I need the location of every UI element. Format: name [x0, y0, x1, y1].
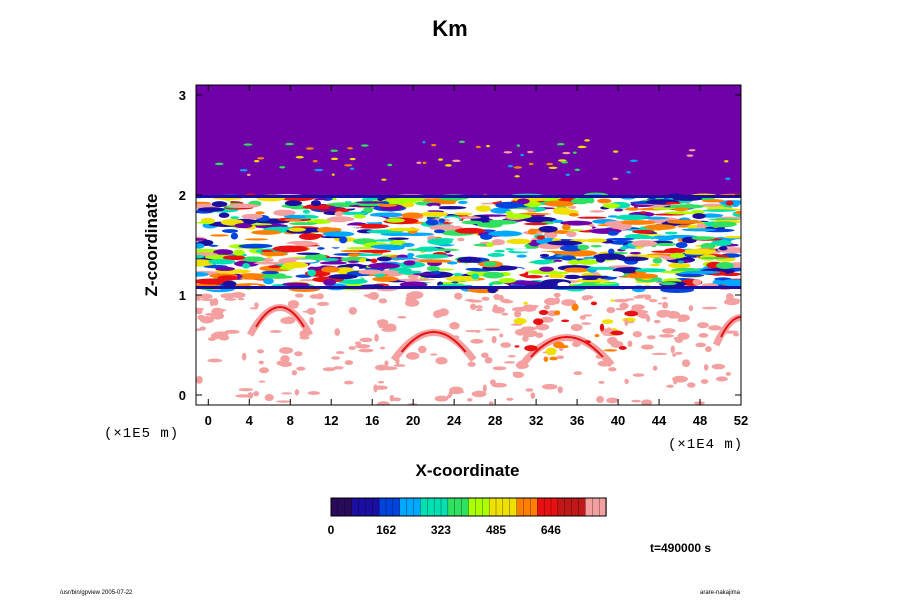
colorbar-cell — [365, 497, 373, 517]
x-tick-label: 12 — [324, 413, 338, 428]
colorbar-cell — [358, 497, 367, 517]
x-tick-label: 28 — [488, 413, 502, 428]
x-axis-label: X-coordinate — [415, 461, 520, 480]
colorbar-cell — [420, 497, 428, 517]
colorbar-cell — [330, 497, 339, 517]
colorbar-cell — [537, 497, 545, 517]
colorbar-cell — [571, 497, 580, 517]
x-tick-label: 16 — [365, 413, 379, 428]
x-tick-label: 24 — [447, 413, 462, 428]
colorbar-cell — [344, 497, 353, 517]
colorbar-cell — [523, 497, 532, 517]
y-tick-label: 3 — [179, 88, 186, 103]
colorbar-tick-label: 646 — [541, 523, 561, 537]
colorbar-cell — [399, 497, 408, 517]
time-annotation: t=490000 s — [650, 541, 712, 555]
colorbar-cell — [564, 497, 573, 517]
x-tick-label: 4 — [246, 413, 254, 428]
colorbar-cell — [392, 497, 401, 517]
colorbar-cell — [495, 497, 504, 517]
colorbar-cell — [385, 497, 394, 517]
colorbar-cell — [530, 497, 538, 517]
colorbar-tick-label: 0 — [328, 523, 335, 537]
y-axis-unit: (×1E5 m) — [104, 426, 180, 442]
colorbar-cell — [468, 497, 477, 517]
x-axis-unit: (×1E4 m) — [668, 437, 744, 453]
colorbar-cell — [378, 497, 387, 517]
colorbar-cell — [488, 497, 497, 517]
colorbar-cell — [433, 497, 442, 517]
x-tick-label: 32 — [529, 413, 543, 428]
colorbar-cell — [337, 497, 346, 517]
x-tick-label: 8 — [287, 413, 294, 428]
colorbar-cell — [598, 497, 607, 517]
colorbar-cell — [447, 497, 456, 517]
x-tick-label: 44 — [652, 413, 667, 428]
colorbar-cell — [550, 497, 559, 517]
colorbar-cell — [475, 497, 483, 517]
y-tick-label: 0 — [179, 388, 186, 403]
colorbar-frame — [330, 497, 607, 517]
colorbar-cell — [592, 497, 600, 517]
colorbar-cell — [502, 497, 511, 517]
plot-frame — [195, 84, 742, 406]
x-tick-label: 0 — [205, 413, 212, 428]
x-tick-label: 52 — [734, 413, 748, 428]
y-tick-label: 2 — [179, 188, 186, 203]
colorbar-cell — [509, 497, 518, 517]
x-tick-label: 36 — [570, 413, 584, 428]
x-tick-label: 20 — [406, 413, 420, 428]
colorbar-cell — [578, 497, 587, 517]
footer-right-text: arare-nakajima — [700, 590, 741, 596]
colorbar-cell — [440, 497, 449, 517]
colorbar-cell — [557, 497, 566, 517]
colorbar-tick-label: 162 — [376, 523, 396, 537]
colorbar-cell — [543, 497, 552, 517]
colorbar-cell — [461, 497, 470, 517]
chart-title: Km — [432, 16, 468, 41]
colorbar-cell — [351, 497, 360, 517]
colorbar-cell — [413, 497, 422, 517]
heatmap-field — [196, 85, 741, 405]
colorbar-cell — [406, 497, 415, 517]
colorbar-tick-label: 485 — [486, 523, 506, 537]
colorbar-tick-label: 323 — [431, 523, 451, 537]
y-tick-label: 1 — [179, 288, 186, 303]
footer-left-text: /usr/bin/gpview 2005-07-22 — [60, 590, 133, 596]
colorbar-cell — [482, 497, 490, 517]
colorbar-cell — [585, 497, 593, 517]
colorbar-cell — [427, 497, 435, 517]
colorbar-cell — [516, 497, 525, 517]
x-tick-label: 40 — [611, 413, 625, 428]
colorbar-cell — [454, 497, 463, 517]
x-tick-label: 48 — [693, 413, 707, 428]
colorbar-cell — [372, 497, 380, 517]
